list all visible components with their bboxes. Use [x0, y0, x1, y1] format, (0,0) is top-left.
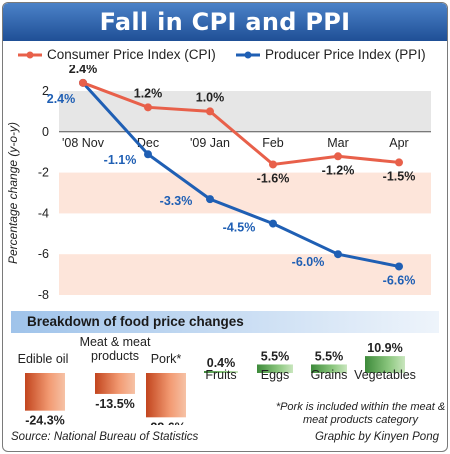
band-0 — [59, 91, 431, 132]
food-value-label-6: 10.9% — [367, 341, 402, 355]
cpi-point-5 — [395, 158, 403, 167]
y-axis-label: Percentage change (y-o-y) — [6, 122, 20, 264]
food-breakdown-title: Breakdown of food price changes — [27, 314, 244, 329]
x-tick-label-2: '09 Jan — [190, 136, 230, 150]
food-value-label-1: -13.5% — [95, 397, 135, 411]
ppi-legend-label: Producer Price Index (PPI) — [265, 47, 426, 62]
food-category-label-5: Grains — [311, 368, 348, 382]
cpi-point-1 — [144, 103, 152, 112]
cpi-data-label-0: 2.4% — [69, 65, 98, 76]
x-tick-label-5: Apr — [389, 136, 408, 150]
ppi-line — [81, 81, 400, 268]
food-bar-2 — [146, 373, 186, 418]
food-value-label-3: 0.4% — [207, 356, 236, 370]
cpi-line — [82, 81, 400, 167]
food-category-label-2: Pork* — [151, 352, 182, 366]
ppi-data-label-2: -3.3% — [160, 194, 193, 208]
ppi-data-label-4: -6.0% — [292, 255, 325, 269]
food-bar-3 — [204, 371, 238, 373]
food-breakdown-header: Breakdown of food price changes — [11, 311, 439, 333]
ppi-data-label-5: -6.6% — [383, 273, 416, 287]
food-category-label-6: Vegetables — [354, 368, 416, 382]
food-value-label-0: -24.3% — [25, 414, 65, 425]
ppi-point-2 — [206, 195, 214, 204]
x-tick-label-4: Mar — [327, 136, 349, 150]
food-bar-5 — [311, 364, 347, 373]
cpi-data-label-1: 1.2% — [134, 86, 163, 100]
cpi-legend-label: Consumer Price Index (CPI) — [47, 47, 216, 62]
title-bar: Fall in CPI and PPI — [3, 3, 447, 41]
ppi-point-5 — [395, 262, 403, 271]
cpi-data-label-5: -1.5% — [383, 169, 416, 183]
cpi-point-3 — [269, 160, 277, 169]
pork-footnote: *Pork is included within the meat & meat… — [275, 401, 446, 426]
food-value-label-5: 5.5% — [315, 349, 344, 363]
food-category-label-3: Fruits — [205, 368, 236, 382]
y-tick-label-2: -2 — [38, 166, 49, 180]
legend-cpi: Consumer Price Index (CPI) — [17, 47, 216, 62]
y-tick-label-1: 0 — [42, 125, 49, 139]
ppi-legend-swatch — [235, 50, 261, 60]
band-1 — [59, 172, 431, 214]
cpi-data-label-3: -1.6% — [257, 171, 290, 185]
food-bar-6 — [365, 356, 405, 373]
food-category-label-4: Eggs — [261, 368, 290, 382]
cpi-point-2 — [206, 107, 214, 116]
food-value-label-2: -28.6% — [146, 420, 186, 425]
cpi-point-4 — [334, 152, 342, 161]
source-note: Source: National Bureau of Statistics — [11, 431, 199, 443]
graphic-credit: Graphic by Kinyen Pong — [314, 431, 439, 443]
ppi-point-4 — [334, 250, 342, 259]
x-tick-label-3: Feb — [262, 136, 284, 150]
y-tick-label-5: -8 — [38, 288, 49, 302]
food-category-label-0: Edible oil — [18, 352, 69, 366]
food-bar-4 — [257, 364, 293, 373]
cpi-data-label-2: 1.0% — [196, 90, 225, 104]
food-bar-0 — [25, 373, 65, 411]
cpi-legend-swatch — [17, 50, 43, 60]
ppi-data-label-1: -1.1% — [104, 153, 137, 167]
y-tick-label-4: -6 — [38, 247, 49, 261]
food-value-label-4: 5.5% — [261, 349, 290, 363]
cpi-data-label-4: -1.2% — [322, 163, 355, 177]
x-tick-label-0: '08 Nov — [62, 136, 105, 150]
y-tick-label-3: -4 — [38, 206, 49, 220]
food-category-label-1-line1: Meat & meat — [80, 335, 151, 349]
cpi-point-0 — [79, 78, 87, 87]
food-bar-1 — [95, 373, 135, 394]
legend-ppi: Producer Price Index (PPI) — [235, 47, 426, 62]
food-category-label-1-line2: products — [91, 349, 139, 363]
y-tick-label-0: 2 — [42, 84, 49, 98]
chart-title: Fall in CPI and PPI — [99, 8, 351, 36]
ppi-point-3 — [269, 219, 277, 228]
ppi-data-label-0: 2.4% — [47, 92, 76, 106]
ppi-point-1 — [144, 150, 152, 159]
line-chart: 2 0 -2 -4 -6 -8 Percentage change (y-o-y) '08 N… — [6, 65, 431, 302]
ppi-data-label-3: -4.5% — [223, 221, 256, 235]
